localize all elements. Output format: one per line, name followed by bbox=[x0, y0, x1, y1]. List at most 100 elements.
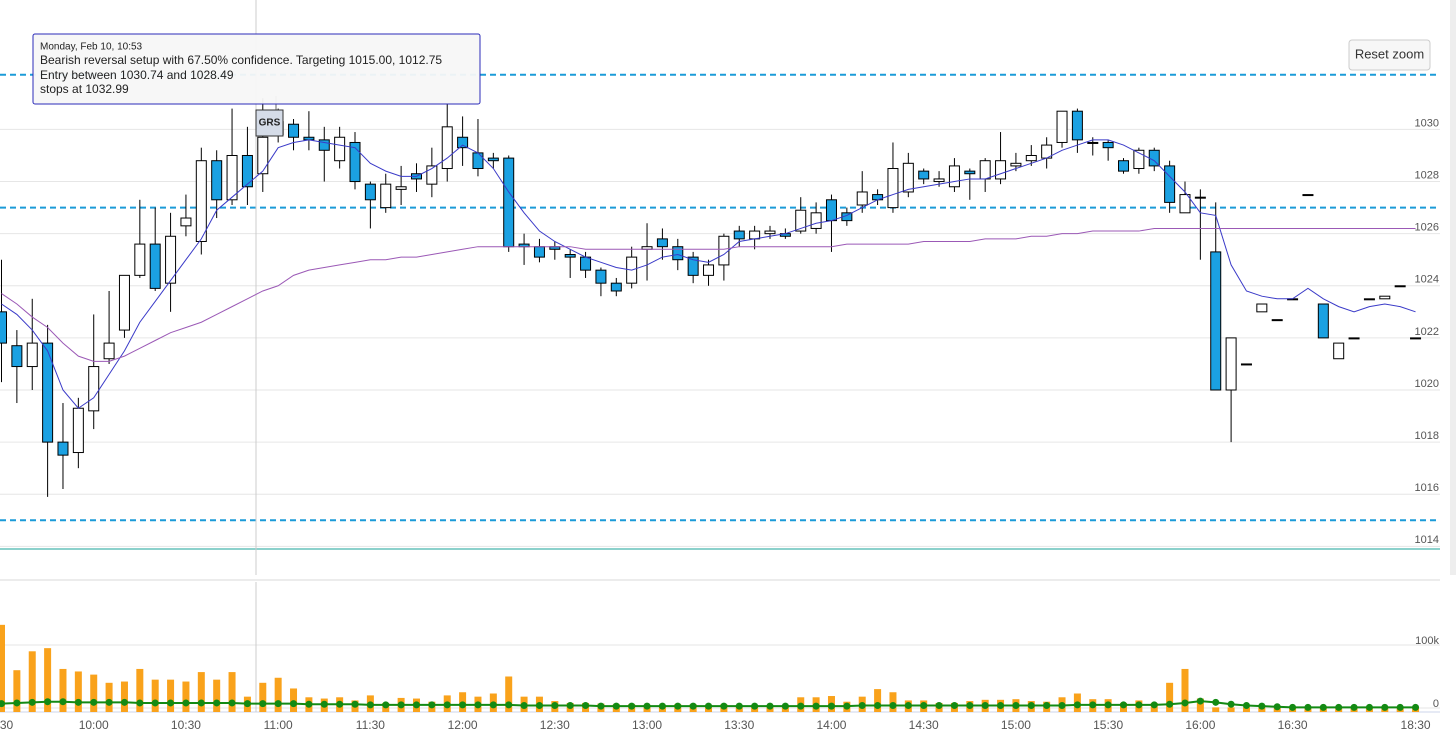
y-tick-label: 1016 bbox=[1415, 482, 1439, 494]
candle-body bbox=[902, 162, 914, 193]
candle-body bbox=[1210, 251, 1222, 391]
y-tick-label: 1014 bbox=[1415, 534, 1439, 546]
candle-body bbox=[1102, 141, 1114, 149]
candle-body bbox=[1179, 194, 1191, 214]
candle-body bbox=[733, 230, 745, 240]
candle-body bbox=[1410, 337, 1422, 340]
button-label[interactable]: Reset zoom bbox=[1355, 46, 1424, 61]
volume-average-point bbox=[889, 701, 897, 709]
volume-average-point bbox=[505, 701, 513, 709]
volume-bar bbox=[1196, 698, 1204, 712]
candle-body bbox=[1225, 337, 1237, 391]
y-tick-label: 1022 bbox=[1415, 326, 1439, 338]
reset-zoom-button[interactable]: Reset zoom bbox=[1348, 39, 1431, 71]
candle-body bbox=[1302, 194, 1314, 197]
x-tick-label: 12:00 bbox=[448, 718, 478, 732]
volume-average-point bbox=[1058, 701, 1066, 709]
scrollbar bbox=[1450, 0, 1456, 575]
volume-average-point bbox=[428, 701, 436, 709]
x-tick-label: 14:00 bbox=[816, 718, 846, 732]
volume-average-point bbox=[582, 701, 590, 709]
candle-body bbox=[334, 136, 346, 162]
candle-body bbox=[1256, 303, 1268, 313]
x-tick-label: 11:30 bbox=[356, 718, 385, 732]
candle-body bbox=[856, 191, 868, 206]
volume-average-point bbox=[1012, 701, 1020, 709]
candle-body bbox=[364, 183, 376, 201]
volume-average-point bbox=[520, 701, 528, 709]
y-tick-label: 1024 bbox=[1415, 274, 1439, 286]
volume-average-point bbox=[874, 701, 882, 709]
volume-average-point bbox=[259, 700, 267, 708]
candle-body bbox=[1240, 363, 1252, 366]
volume-average-point bbox=[1135, 701, 1143, 709]
volume-bar bbox=[1242, 707, 1250, 712]
volume-bar bbox=[228, 672, 236, 712]
volume-average-point bbox=[443, 701, 451, 709]
candle-body bbox=[795, 209, 807, 232]
candle-body bbox=[1317, 303, 1329, 339]
candle-body bbox=[1056, 110, 1068, 143]
volume-average-point bbox=[735, 702, 743, 710]
volume-average-point bbox=[1365, 703, 1373, 711]
candle-body bbox=[687, 256, 699, 276]
moving-average-line bbox=[1, 139, 1416, 409]
candle-body bbox=[134, 243, 146, 276]
volume-bar bbox=[1258, 707, 1266, 712]
volume-average-point bbox=[1150, 701, 1158, 709]
volume-average-point bbox=[1120, 701, 1128, 709]
volume-bar bbox=[90, 674, 98, 712]
volume-bar bbox=[1181, 668, 1189, 712]
volume-bar bbox=[120, 681, 128, 712]
tooltip-box bbox=[32, 33, 481, 105]
candle-body bbox=[964, 170, 976, 175]
volume-bar bbox=[1212, 707, 1220, 712]
volume-average-point bbox=[535, 701, 543, 709]
volume-average-point bbox=[90, 698, 98, 706]
candle-body bbox=[441, 126, 453, 170]
volume-average-point bbox=[1258, 702, 1266, 710]
volume-average-point bbox=[612, 702, 620, 710]
volume-average-point bbox=[305, 700, 313, 708]
volume-average-point bbox=[920, 701, 928, 709]
volume-average-point bbox=[336, 700, 344, 708]
candle-body bbox=[979, 160, 991, 180]
volume-average-point bbox=[167, 699, 175, 707]
volume-bar bbox=[167, 679, 175, 712]
volume-average-point bbox=[351, 700, 359, 708]
flag: GRS bbox=[255, 96, 284, 137]
volume-average-point bbox=[105, 698, 113, 706]
volume-average-point bbox=[766, 702, 774, 710]
volume-average-point bbox=[981, 701, 989, 709]
candle-body bbox=[749, 230, 761, 240]
y-tick-label: 100k bbox=[1415, 635, 1439, 647]
candle-body bbox=[703, 264, 715, 276]
candle-body bbox=[88, 366, 100, 412]
volume-average-point bbox=[290, 700, 298, 708]
volume-average-point bbox=[1335, 703, 1343, 711]
volume-average-point bbox=[412, 701, 420, 709]
volume-average-point bbox=[59, 698, 67, 706]
y-tick-label: 1018 bbox=[1415, 430, 1439, 442]
candle-body bbox=[1071, 110, 1083, 141]
volume-average-point bbox=[1381, 703, 1389, 711]
candle-body bbox=[1363, 298, 1375, 301]
candle-body bbox=[241, 154, 253, 188]
volume-average-point bbox=[1242, 701, 1250, 709]
volume-average-point bbox=[904, 701, 912, 709]
volume-average-point bbox=[966, 701, 974, 709]
tooltip-line: Bearish reversal setup with 67.50% confi… bbox=[40, 53, 442, 67]
volume-bar bbox=[59, 668, 67, 712]
volume-average-point bbox=[858, 701, 866, 709]
candle-body bbox=[610, 282, 622, 292]
volume-average-point bbox=[797, 702, 805, 710]
y-tick-label: 1028 bbox=[1415, 169, 1439, 181]
volume-bar bbox=[151, 679, 159, 712]
volume-average-point bbox=[689, 702, 697, 710]
candle-body bbox=[226, 154, 238, 201]
candle-body bbox=[26, 342, 38, 368]
candle-body bbox=[1379, 295, 1391, 300]
volume-average-point bbox=[1289, 703, 1297, 711]
x-tick-label: 15:30 bbox=[1093, 718, 1123, 732]
button-box[interactable] bbox=[1348, 39, 1431, 71]
